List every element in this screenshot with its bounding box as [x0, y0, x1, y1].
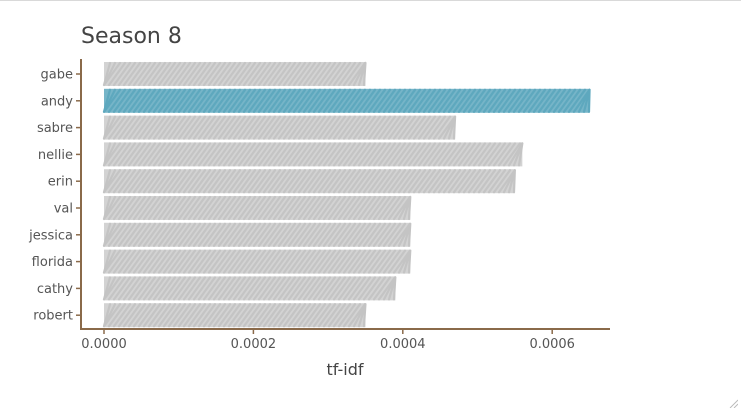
y-tick-label-val: val: [54, 202, 73, 217]
x-axis-title: tf-idf: [326, 360, 363, 379]
y-tick-label-erin: erin: [48, 175, 73, 190]
bar-florida: [102, 249, 412, 274]
y-tick-label-florida: florida: [32, 255, 73, 270]
bar-robert: [102, 303, 367, 328]
bar-cathy: [102, 276, 397, 301]
bar-jessica: [102, 222, 412, 247]
y-tick-label-cathy: cathy: [37, 282, 73, 297]
x-tick-label: 0.0000: [81, 337, 127, 352]
bars-group: [102, 61, 591, 328]
x-tick-label: 0.0006: [529, 337, 575, 352]
x-tick-label: 0.0004: [380, 337, 426, 352]
chart-title: Season 8: [81, 24, 182, 49]
x-ticks-group: 0.0000 0.0002 0.0004 0.0006: [81, 329, 575, 352]
bar-sabre: [102, 115, 457, 140]
y-tick-label-nellie: nellie: [38, 148, 73, 163]
bar-nellie: [102, 142, 524, 167]
bar-gabe: [102, 61, 367, 87]
bar-val: [102, 195, 412, 221]
y-tick-label-andy: andy: [41, 94, 73, 109]
resize-grip-icon[interactable]: [728, 398, 738, 408]
y-tick-label-robert: robert: [33, 309, 73, 324]
y-ticks-group: gabe andy sabre nellie erin val jessica florida…: [28, 68, 81, 324]
x-tick-label: 0.0002: [231, 337, 277, 352]
y-tick-label-jessica: jessica: [28, 228, 73, 243]
y-tick-label-sabre: sabre: [37, 121, 73, 136]
bar-erin: [102, 169, 516, 194]
bar-andy: [102, 88, 591, 113]
y-tick-label-gabe: gabe: [41, 68, 73, 83]
